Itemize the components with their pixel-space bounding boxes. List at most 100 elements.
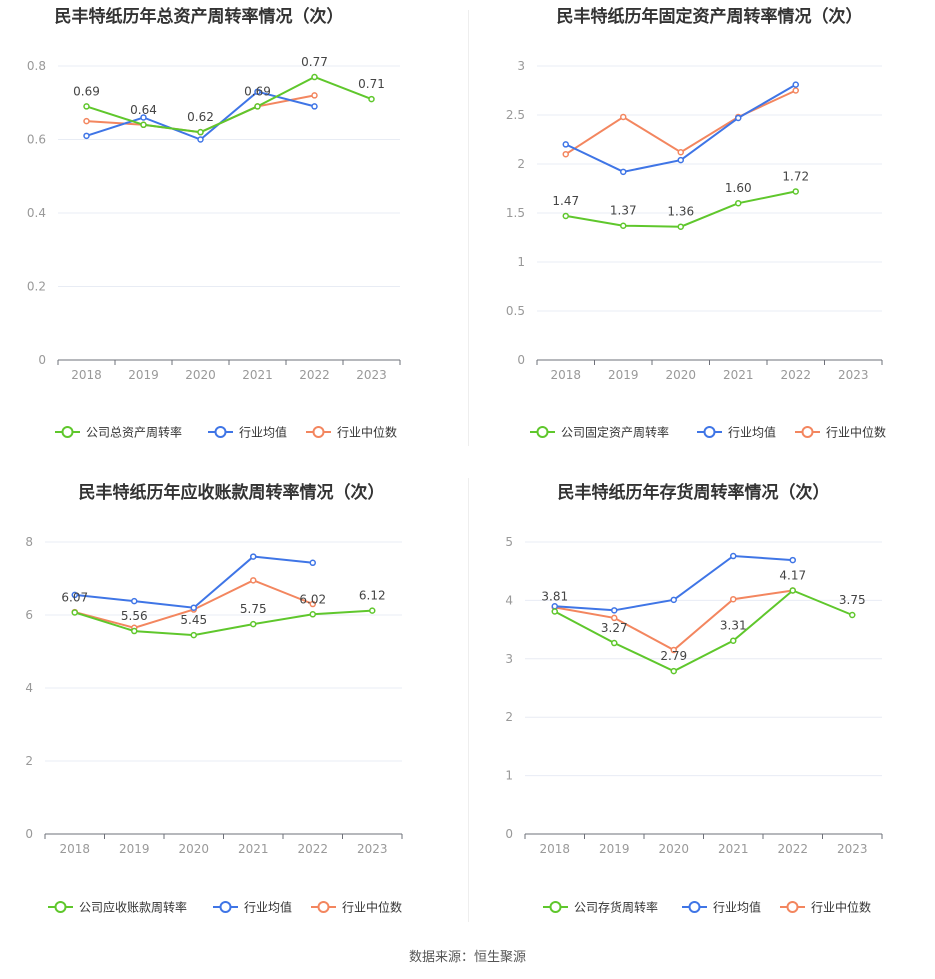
legend-item-median: 行业中位数 — [795, 425, 886, 440]
legend-label: 公司总资产周转率 — [86, 425, 182, 440]
data-point-avg — [789, 556, 796, 564]
chart-svg-3: 民丰特纸历年存货周转率情况（次） 0 1 2 3 4 5 2018 2019 2020 2021 20… — [505, 482, 883, 915]
data-point-median — [250, 577, 257, 584]
data-label: 1.47 — [552, 194, 579, 208]
chart-title: 民丰特纸历年存货周转率情况（次） — [558, 482, 830, 503]
data-point-company — [369, 607, 376, 614]
data-label: 1.72 — [782, 169, 809, 183]
y-tick-label: 2 — [25, 754, 33, 768]
x-tick-label: 2020 — [178, 842, 209, 856]
y-tick-label: 1.5 — [506, 206, 525, 220]
data-point-median — [309, 600, 316, 608]
data-point-company — [254, 103, 261, 110]
legend-marker — [317, 901, 330, 913]
chart-group: 民丰特纸历年固定资产周转率情况（次） 0 0.5 1 1.5 2 2.5 3 2018 2019 2… — [506, 6, 886, 440]
data-point-median — [620, 113, 627, 121]
data-point-median — [670, 646, 677, 654]
data-point-avg — [83, 132, 90, 140]
data-point-avg — [551, 602, 558, 610]
y-tick-label: 3 — [517, 59, 525, 73]
y-tick-label: 4 — [25, 681, 33, 695]
x-tick-label: 2023 — [837, 842, 868, 856]
chart-receivables-turnover: 民丰特纸历年应收账款周转率情况（次） 0 2 4 6 8 2018 2019 2020 2021 2… — [0, 470, 468, 930]
data-point-avg — [792, 81, 799, 88]
data-label: 1.36 — [667, 205, 694, 219]
data-point-median — [311, 92, 318, 99]
x-tick-label: 2022 — [299, 368, 330, 382]
y-tick-label: 0.8 — [27, 59, 46, 73]
x-tick-label: 2019 — [128, 368, 159, 382]
data-point-avg — [140, 114, 147, 121]
chart-fixed-asset-turnover: 民丰特纸历年固定资产周转率情况（次） 0 0.5 1 1.5 2 2.5 3 2018 2019 2… — [468, 0, 935, 460]
data-label: 6.07 — [61, 590, 88, 604]
data-point-avg — [197, 136, 204, 143]
data-point-company — [670, 667, 677, 675]
x-tick-label: 2022 — [780, 368, 811, 382]
data-label: 5.45 — [180, 613, 207, 627]
x-tick-label: 2023 — [838, 368, 869, 382]
x-tick-label: 2020 — [185, 368, 216, 382]
y-tick-label: 0.6 — [27, 133, 46, 147]
legend-label: 行业中位数 — [811, 900, 871, 915]
data-point-avg — [254, 88, 261, 95]
legend-item-avg: 行业均值 — [682, 900, 761, 915]
data-label: 0.64 — [130, 103, 157, 117]
y-tick-label: 8 — [25, 535, 33, 549]
data-label: 4.17 — [779, 568, 806, 582]
data-label: 6.12 — [359, 589, 386, 603]
legend-marker — [312, 426, 325, 438]
legend-label: 行业均值 — [713, 900, 761, 915]
y-tick-label: 5 — [505, 535, 513, 549]
data-point-company — [250, 620, 257, 628]
chart-total-asset-turnover: 民丰特纸历年总资产周转率情况（次） 0 0.2 0.4 0.6 0.8 2018 2019 20… — [0, 0, 468, 460]
legend-marker — [549, 901, 562, 913]
data-label: 0.77 — [301, 55, 328, 69]
legend-marker — [219, 901, 232, 913]
data-label: 3.27 — [601, 621, 628, 635]
data-point-company — [735, 199, 742, 207]
legend-marker — [801, 426, 814, 438]
x-tick-label: 2021 — [723, 368, 754, 382]
data-point-company — [368, 95, 375, 103]
x-tick-label: 2019 — [608, 368, 639, 382]
data-point-avg — [562, 141, 569, 148]
x-tick-label: 2019 — [599, 842, 630, 856]
data-label: 0.71 — [358, 77, 385, 91]
data-point-avg — [730, 552, 737, 560]
legend-item-company: 公司固定资产周转率 — [530, 425, 669, 440]
legend-marker — [703, 426, 716, 438]
data-point-avg — [611, 607, 618, 614]
data-source-footer: 数据来源：恒生聚源 — [408, 950, 526, 965]
data-label: 6.02 — [299, 592, 326, 606]
data-point-company — [611, 639, 618, 647]
legend-item-avg: 行业均值 — [697, 425, 776, 440]
data-point-company — [83, 103, 90, 110]
data-point-company — [311, 73, 318, 81]
legend-marker — [214, 426, 227, 438]
data-point-avg — [735, 114, 742, 122]
x-tick-label: 2022 — [297, 842, 328, 856]
data-point-avg — [620, 168, 627, 176]
x-tick-label: 2018 — [539, 842, 570, 856]
data-point-median — [611, 614, 618, 622]
data-label: 3.81 — [541, 589, 568, 603]
data-point-avg — [190, 604, 197, 611]
data-point-avg — [131, 597, 138, 605]
data-point-company — [849, 611, 856, 619]
chart-title: 民丰特纸历年总资产周转率情况（次） — [55, 6, 344, 27]
data-point-company — [677, 223, 684, 230]
data-point-median — [562, 150, 569, 158]
y-tick-label: 2.5 — [506, 108, 525, 122]
data-point-median — [83, 117, 90, 125]
data-point-company — [551, 608, 558, 615]
x-tick-label: 2018 — [71, 368, 102, 382]
legend-marker — [54, 901, 67, 913]
chart-title: 民丰特纸历年应收账款周转率情况（次） — [79, 482, 385, 503]
data-label: 0.69 — [73, 84, 100, 98]
y-tick-label: 3 — [505, 652, 513, 666]
vertical-divider-bottom — [468, 478, 469, 922]
data-point-avg — [250, 553, 257, 560]
legend-label: 公司存货周转率 — [574, 900, 658, 915]
chart-svg-0: 民丰特纸历年总资产周转率情况（次） 0 0.2 0.4 0.6 0.8 2018 2019 20… — [27, 6, 401, 440]
x-tick-label: 2021 — [242, 368, 273, 382]
